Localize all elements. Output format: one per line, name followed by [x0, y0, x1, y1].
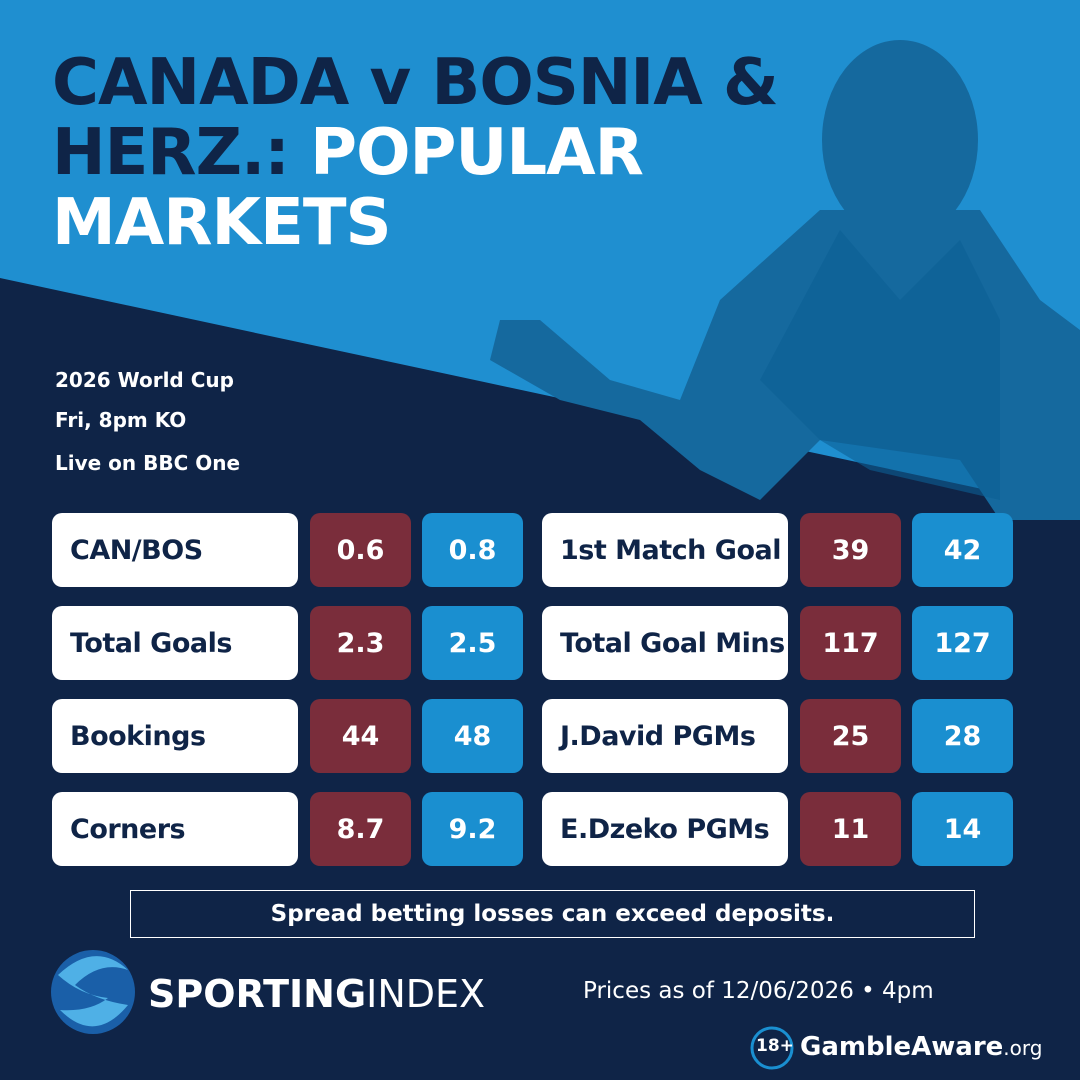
info-line: Live on BBC One: [55, 451, 241, 475]
sell-price: 11: [800, 792, 901, 866]
buy-price: 127: [912, 606, 1013, 680]
market-label: Corners: [52, 792, 298, 866]
title-text: POPULAR: [310, 116, 644, 190]
title: CANADA v BOSNIA & HERZ.: POPULAR MARKETS: [52, 46, 779, 260]
title-text: MARKETS: [52, 186, 392, 260]
logo-icon: [51, 950, 135, 1034]
market-label: J.David PGMs: [542, 699, 788, 773]
brand-bold: SPORTING: [148, 972, 367, 1016]
gamble-aware-suffix: .org: [1003, 1036, 1043, 1060]
player-shadow: [760, 230, 1000, 500]
buy-price: 42: [912, 513, 1013, 587]
age-badge: 18+: [756, 1036, 794, 1056]
gamble-aware-text: GambleAware: [800, 1032, 1004, 1062]
age-badge-icon: [750, 1026, 794, 1070]
prices-note: Prices as of 12/06/2026 • 4pm: [583, 978, 934, 1004]
buy-price: 2.5: [422, 606, 523, 680]
buy-price: 28: [912, 699, 1013, 773]
title-text: HERZ.:: [52, 116, 290, 190]
sell-price: 8.7: [310, 792, 411, 866]
sell-price: 117: [800, 606, 901, 680]
market-label: E.Dzeko PGMs: [542, 792, 788, 866]
sell-price: 25: [800, 699, 901, 773]
market-label: Total Goal Mins: [542, 606, 788, 680]
buy-price: 14: [912, 792, 1013, 866]
gamble-aware: GambleAware.org: [800, 1032, 1042, 1062]
title-text: CANADA v BOSNIA &: [52, 46, 779, 120]
info-line: Fri, 8pm KO: [55, 408, 187, 432]
market-label: 1st Match Goal: [542, 513, 788, 587]
sell-price: 39: [800, 513, 901, 587]
info-line: 2026 World Cup: [55, 368, 234, 392]
market-label: CAN/BOS: [52, 513, 298, 587]
sell-price: 0.6: [310, 513, 411, 587]
brand-light: INDEX: [366, 972, 486, 1016]
buy-price: 0.8: [422, 513, 523, 587]
buy-price: 48: [422, 699, 523, 773]
brand: SPORTINGINDEX: [148, 972, 485, 1016]
sell-price: 2.3: [310, 606, 411, 680]
buy-price: 9.2: [422, 792, 523, 866]
disclaimer: Spread betting losses can exceed deposit…: [130, 890, 975, 938]
sell-price: 44: [310, 699, 411, 773]
market-label: Total Goals: [52, 606, 298, 680]
market-label: Bookings: [52, 699, 298, 773]
